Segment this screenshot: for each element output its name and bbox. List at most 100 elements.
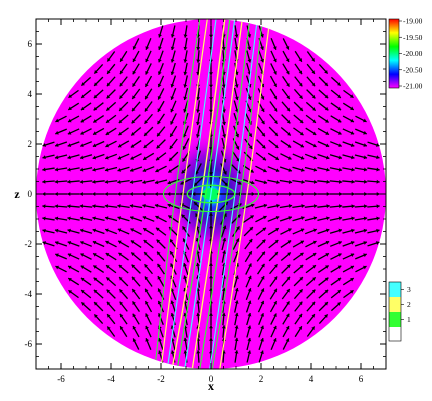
vector-arrow	[183, 350, 188, 363]
vector-arrow	[118, 114, 129, 124]
vector-arrow	[79, 228, 93, 234]
vector-arrow	[208, 262, 214, 276]
vector-arrow	[317, 127, 330, 136]
vector-arrow	[183, 100, 189, 113]
y-tick-label: 2	[28, 139, 33, 149]
vector-arrow	[157, 275, 165, 288]
vector-arrow	[54, 216, 68, 221]
vector-arrow	[142, 152, 155, 161]
vector-arrow	[167, 215, 180, 223]
vector-arrow	[104, 216, 118, 222]
vector-arrow	[280, 140, 292, 148]
vector-arrow	[258, 313, 265, 325]
vector-arrow	[118, 101, 129, 112]
vector-arrow	[67, 102, 80, 111]
vector-arrow	[280, 127, 292, 136]
vector-arrow	[318, 63, 329, 75]
vector-arrow	[292, 191, 305, 197]
vector-arrow	[281, 101, 291, 112]
vector-arrow	[105, 240, 117, 248]
vector-field	[42, 25, 380, 363]
vector-arrow	[292, 216, 305, 222]
vector-arrow	[256, 239, 266, 249]
vector-arrow	[208, 312, 214, 326]
vector-arrow	[80, 301, 92, 312]
vector-arrow	[292, 204, 305, 209]
vector-arrow	[279, 191, 293, 197]
vector-arrow	[318, 289, 329, 299]
vector-arrow	[354, 179, 368, 184]
vector-arrow	[317, 153, 330, 160]
vector-arrow	[279, 166, 293, 172]
vector-arrow	[342, 115, 355, 123]
vector-arrow	[354, 216, 368, 221]
y-tick-label: -2	[25, 239, 33, 249]
vector-arrow	[267, 191, 280, 197]
vector-arrow	[132, 338, 140, 350]
vector-arrow	[54, 191, 68, 197]
vector-arrow	[367, 216, 380, 221]
vector-arrow	[183, 62, 188, 76]
vector-arrow	[221, 37, 226, 51]
vector-arrow	[234, 337, 239, 351]
vector-arrow	[342, 216, 355, 221]
vector-arrow	[131, 276, 141, 287]
vector-arrow	[279, 179, 293, 185]
vector-arrow	[168, 151, 179, 162]
vector-arrow	[80, 102, 92, 111]
vector-arrow	[318, 301, 329, 312]
y-tick-label: 6	[28, 39, 33, 49]
vector-arrow	[104, 153, 118, 160]
vector-arrow	[170, 87, 177, 101]
level-label: 2	[407, 300, 411, 309]
vector-arrow	[131, 88, 141, 100]
vector-arrow	[255, 165, 267, 173]
vector-arrow	[245, 275, 252, 288]
vector-arrow	[104, 191, 118, 197]
vector-arrow	[169, 138, 178, 150]
vector-arrow	[318, 76, 329, 87]
vector-arrow	[54, 241, 68, 247]
vector-arrow	[255, 215, 267, 223]
vector-arrow	[269, 300, 278, 313]
vector-arrow	[255, 227, 267, 236]
x-tick-label: -6	[57, 374, 65, 384]
vector-arrow	[142, 179, 155, 185]
vector-arrow	[317, 179, 330, 184]
vector-arrow	[305, 240, 317, 248]
vector-arrow	[132, 313, 140, 325]
vector-arrow	[169, 125, 178, 138]
vector-arrow	[129, 203, 143, 209]
vector-arrow	[330, 301, 342, 312]
vector-arrow	[42, 154, 55, 160]
vector-arrow	[42, 228, 55, 234]
vector-arrow	[42, 179, 55, 184]
vector-arrow	[80, 89, 92, 99]
vector-arrow	[54, 141, 68, 147]
vector-arrow	[243, 226, 254, 237]
vector-arrow	[208, 275, 214, 288]
vector-arrow	[268, 251, 279, 262]
vector-arrow	[208, 337, 214, 351]
vector-arrow	[330, 265, 342, 273]
vector-arrow	[342, 228, 355, 234]
vector-arrow	[208, 225, 214, 238]
vector-arrow	[79, 179, 93, 184]
vector-arrow	[54, 179, 68, 184]
vector-arrow	[355, 115, 367, 123]
vector-arrow	[294, 325, 303, 338]
vector-arrow	[304, 153, 318, 160]
vector-arrow	[293, 88, 304, 100]
vector-arrow	[42, 167, 55, 172]
vector-arrow	[208, 75, 214, 88]
vector-arrow	[294, 76, 303, 87]
vector-arrow	[156, 251, 166, 262]
vector-arrow	[170, 50, 176, 63]
vector-arrow	[157, 75, 165, 88]
vector-arrow	[355, 265, 367, 273]
vector-arrow	[92, 115, 105, 123]
vector-arrow	[55, 253, 67, 260]
vector-arrow	[343, 289, 354, 299]
vector-arrow	[131, 101, 141, 112]
vector-arrow	[92, 191, 105, 197]
